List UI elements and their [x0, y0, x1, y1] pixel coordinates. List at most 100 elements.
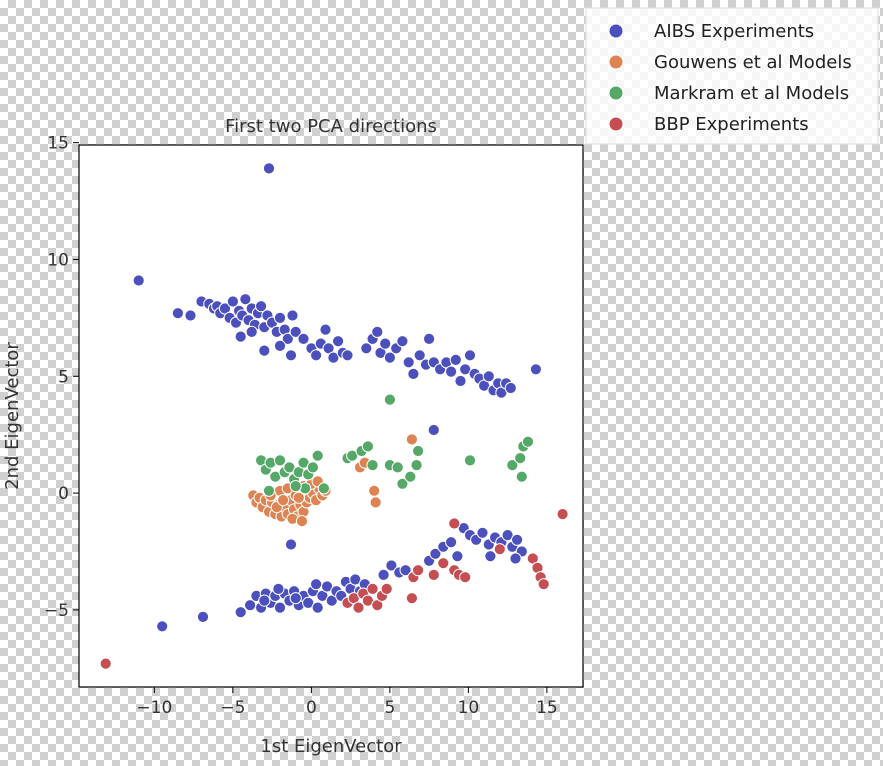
legend-label: BBP Experiments — [654, 114, 809, 135]
data-point — [332, 335, 345, 348]
data-point — [156, 620, 169, 633]
data-point — [383, 351, 396, 364]
legend-marker — [608, 23, 624, 39]
data-point — [361, 440, 374, 453]
data-point — [360, 342, 373, 355]
data-point — [234, 606, 247, 619]
legend-label: Gouwens et al Models — [654, 52, 852, 73]
data-point — [284, 538, 298, 551]
data-point — [317, 482, 330, 495]
data-point — [445, 536, 458, 549]
data-point — [132, 274, 145, 287]
data-point — [366, 582, 379, 596]
data-point — [405, 592, 418, 605]
data-point — [521, 435, 535, 448]
y-tick-label: 0 — [58, 484, 69, 504]
legend-marker — [608, 85, 624, 101]
data-point — [234, 330, 247, 343]
data-point — [482, 370, 495, 383]
data-point — [319, 323, 332, 336]
data-point — [302, 596, 315, 610]
data-point — [272, 582, 285, 596]
data-point — [396, 477, 409, 490]
data-point — [184, 309, 197, 322]
legend-label: AIBS Experiments — [654, 21, 814, 42]
data-point — [297, 332, 310, 345]
x-axis-ticks: −10 −5 0 5 10 15 — [136, 687, 558, 718]
y-axis-label: 2nd EigenVector — [2, 342, 23, 490]
data-point — [506, 459, 519, 472]
y-tick-label: 10 — [47, 250, 69, 270]
data-point — [501, 529, 514, 542]
data-point — [385, 559, 398, 572]
data-point — [352, 601, 365, 614]
data-point — [311, 601, 324, 614]
data-point — [413, 349, 426, 362]
data-point — [281, 332, 294, 345]
data-point — [311, 449, 324, 462]
y-axis-ticks: −5 0 5 10 15 — [44, 134, 79, 621]
data-point — [286, 309, 299, 322]
data-point — [273, 601, 287, 614]
data-point — [429, 547, 442, 560]
data-point — [423, 332, 436, 345]
data-point — [504, 381, 517, 395]
data-point — [306, 461, 319, 474]
data-point — [273, 339, 287, 352]
data-point — [399, 564, 412, 577]
data-point — [396, 335, 409, 348]
legend-label: Markram et al Models — [654, 83, 849, 104]
data-point — [493, 543, 506, 556]
data-point — [427, 568, 440, 582]
x-axis-label: 1st EigenVector — [260, 736, 402, 757]
data-point — [407, 367, 420, 380]
data-point — [310, 578, 323, 591]
data-point — [451, 550, 464, 563]
data-point — [402, 356, 415, 369]
data-point — [295, 515, 309, 528]
data-point — [391, 461, 404, 474]
data-point — [289, 480, 302, 493]
x-tick-label: 5 — [384, 698, 395, 718]
data-point — [510, 533, 524, 546]
x-tick-label: 0 — [306, 698, 317, 718]
data-point — [427, 423, 440, 437]
data-point — [380, 582, 393, 596]
x-tick-label: −10 — [136, 698, 172, 718]
data-point — [379, 337, 392, 350]
data-point — [171, 307, 184, 320]
y-tick-label: 5 — [58, 367, 69, 387]
data-point — [410, 459, 423, 472]
data-point — [273, 454, 287, 467]
data-point — [515, 470, 528, 483]
data-point — [369, 496, 382, 509]
data-point — [284, 349, 298, 362]
data-point — [289, 592, 302, 605]
legend: AIBS Experiments Gouwens et al Models Mark… — [585, 7, 879, 145]
data-point — [463, 349, 477, 362]
data-point — [273, 311, 287, 324]
data-point — [277, 494, 290, 507]
data-point — [476, 526, 489, 539]
legend-items: AIBS Experiments Gouwens et al Models Mark… — [608, 21, 852, 135]
data-point — [262, 484, 276, 497]
chart-title: First two PCA directions — [225, 116, 437, 137]
data-point — [537, 578, 550, 591]
data-point — [366, 459, 379, 472]
data-point — [292, 491, 305, 504]
data-point — [459, 571, 472, 584]
x-tick-label: 10 — [458, 698, 480, 718]
series-markram-et-al-models — [255, 393, 535, 497]
data-point — [437, 557, 450, 570]
legend-box — [585, 7, 879, 145]
data-point — [289, 325, 302, 338]
data-point — [445, 365, 458, 378]
data-point — [349, 573, 362, 586]
data-point — [454, 374, 467, 388]
y-tick-label: −5 — [44, 601, 69, 621]
data-point — [404, 470, 417, 483]
data-point — [310, 349, 323, 362]
series-bbp-experiments — [99, 507, 569, 670]
y-tick-label: 15 — [47, 134, 69, 154]
